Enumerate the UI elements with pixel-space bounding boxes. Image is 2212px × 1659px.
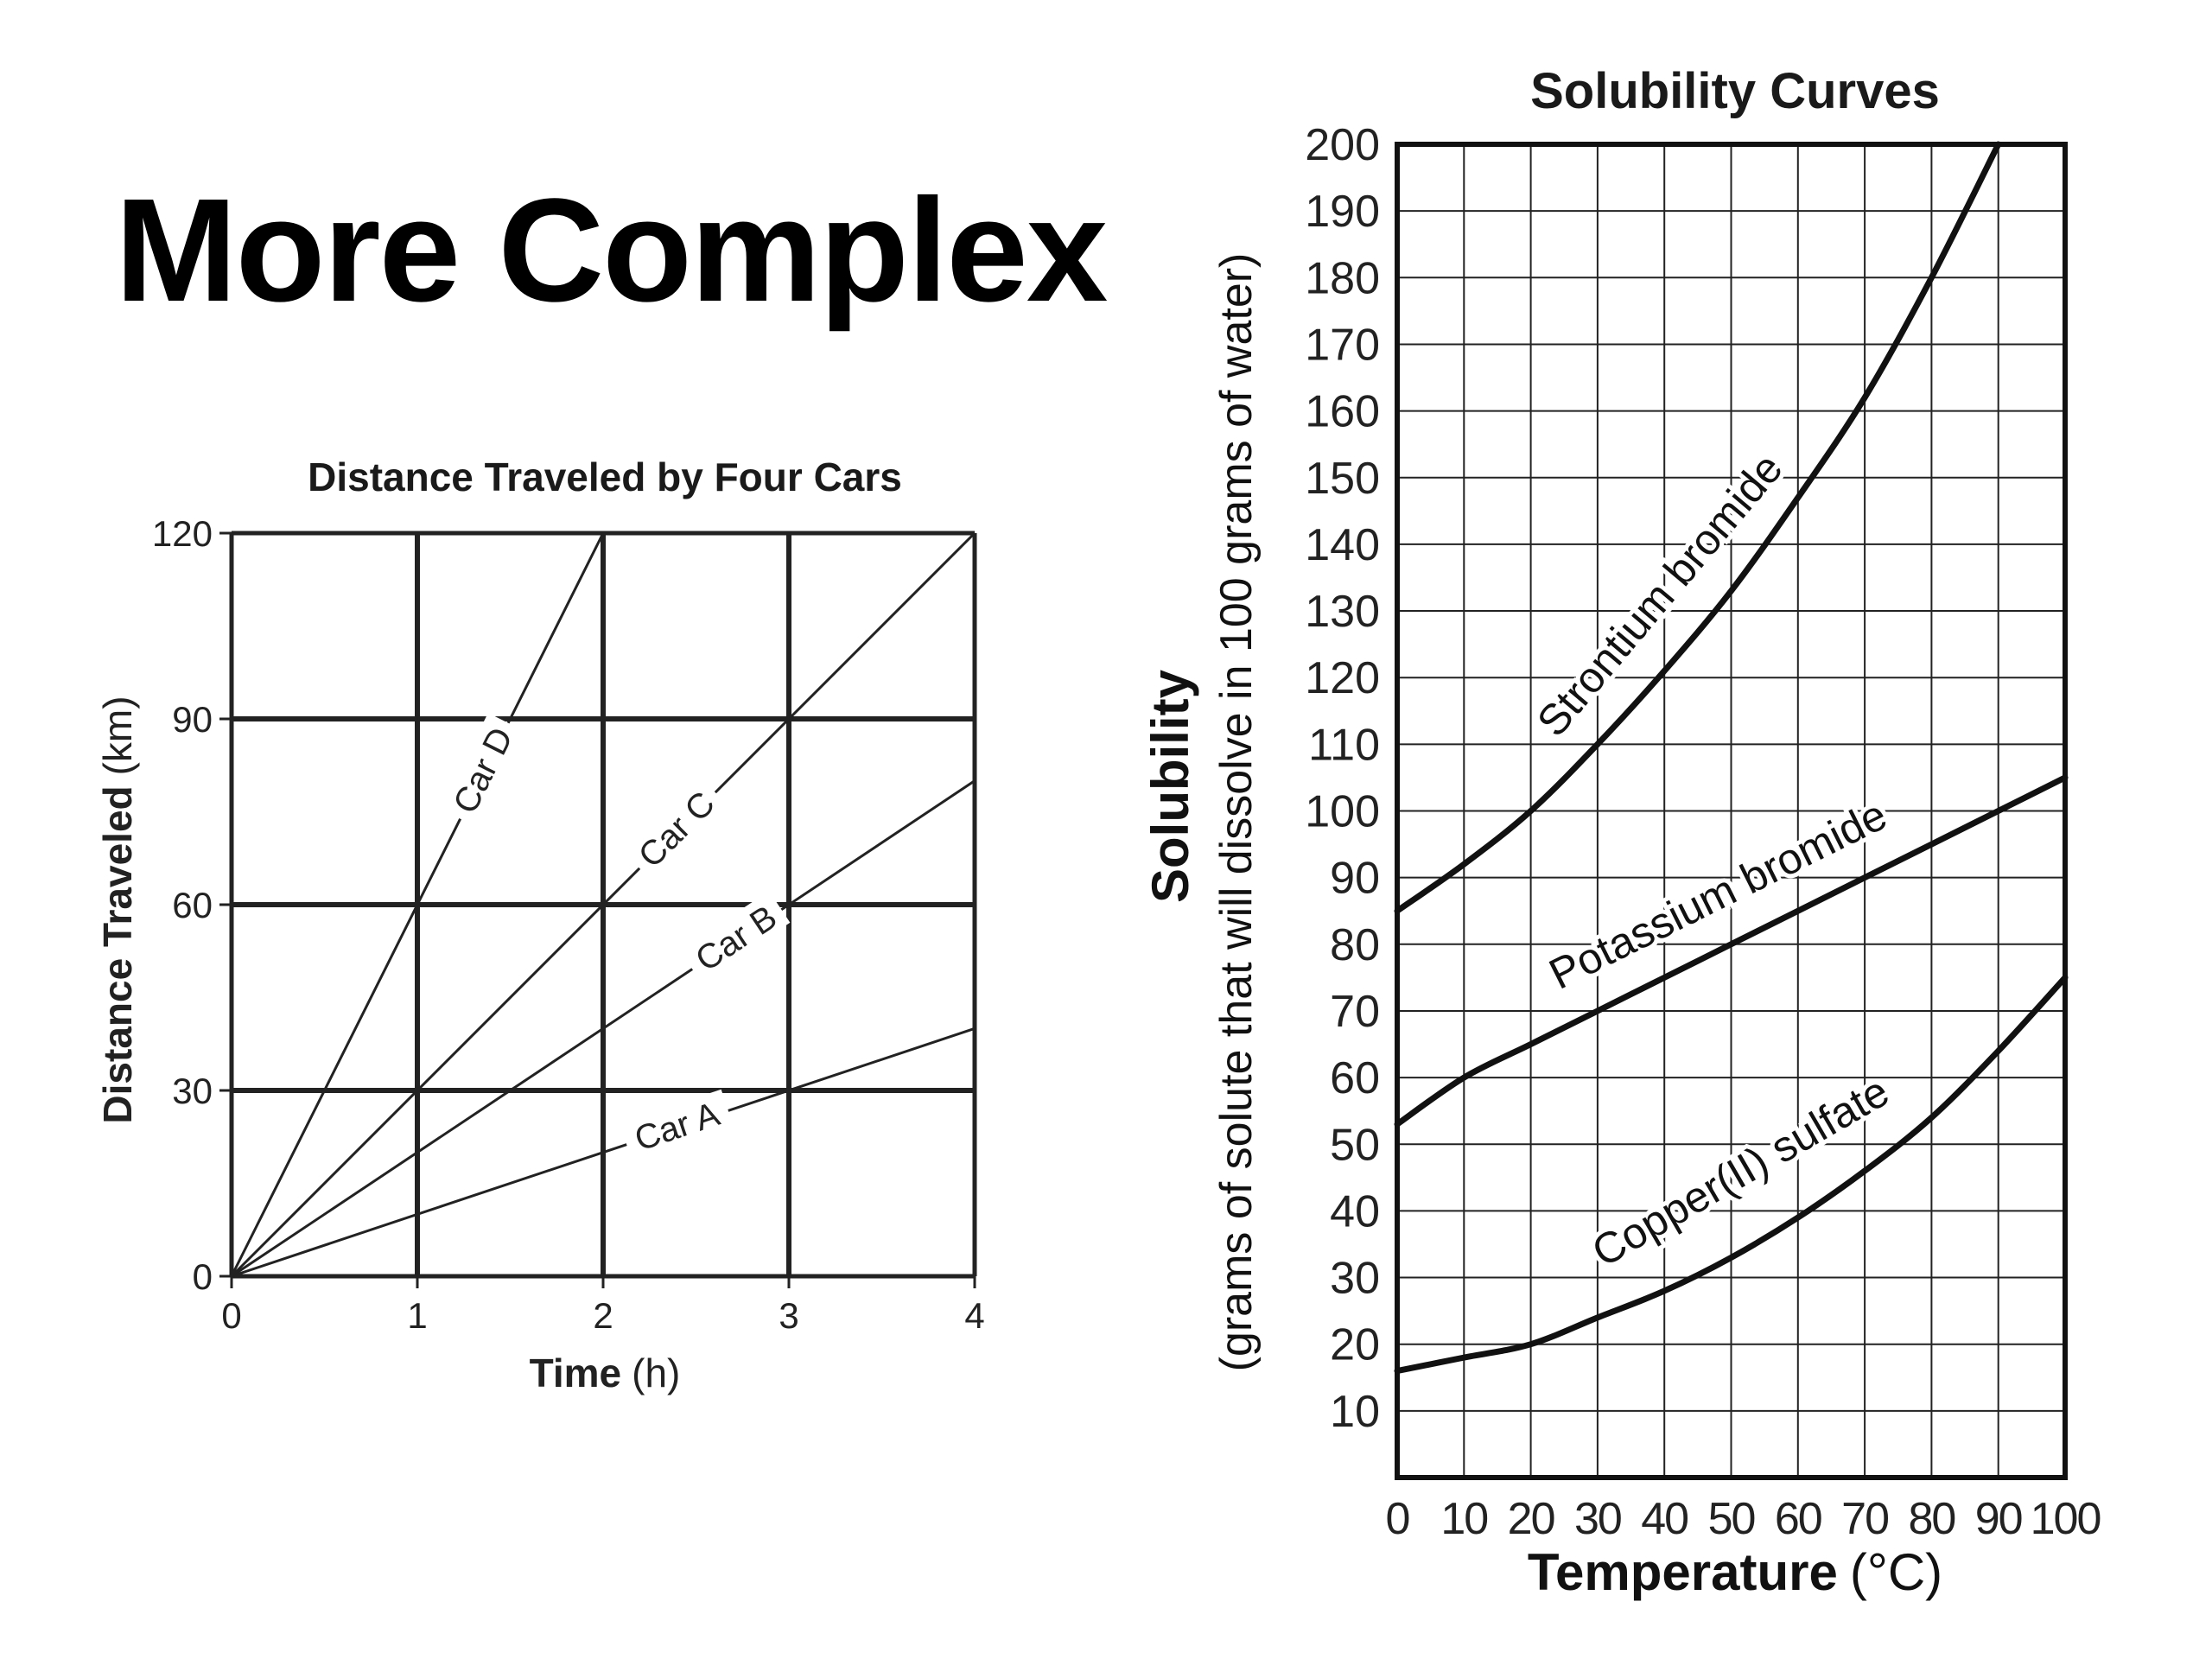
distance-x-tick-label: 4 bbox=[964, 1295, 984, 1336]
solubility-chart-title: Solubility Curves bbox=[1530, 63, 1940, 119]
series-potassium-bromide-curve bbox=[1394, 774, 2069, 1128]
solubility-x-tick-label: 60 bbox=[1775, 1494, 1821, 1544]
solubility-y-tick-label: 10 bbox=[1330, 1387, 1380, 1437]
distance-y-tick-label: 30 bbox=[172, 1071, 213, 1111]
solubility-y-tick-label: 110 bbox=[1308, 720, 1380, 770]
solubility-y-tick-label: 60 bbox=[1330, 1053, 1380, 1103]
solubility-ylabel-bold: Solubility bbox=[1141, 669, 1199, 903]
distance-y-tick-label: 0 bbox=[193, 1256, 213, 1297]
solubility-x-tick-label: 10 bbox=[1440, 1494, 1487, 1544]
distance-x-tick-label: 3 bbox=[779, 1295, 798, 1336]
distance-chart-title: Distance Traveled by Four Cars bbox=[308, 454, 902, 499]
solubility-x-tick-label: 20 bbox=[1508, 1494, 1554, 1544]
solubility-y-tick-label: 130 bbox=[1305, 587, 1380, 637]
distance-xlabel-unit: (h) bbox=[632, 1351, 680, 1395]
solubility-chart-xlabel: Temperature (°C) bbox=[1528, 1543, 1942, 1601]
series-car-b-line bbox=[231, 779, 976, 1278]
series-copper-ii-sulfate-label: Copper(II) sulfate bbox=[1584, 1067, 1897, 1276]
distance-chart-xlabel: Time (h) bbox=[530, 1351, 681, 1395]
series-car-d-line bbox=[230, 532, 605, 1277]
solubility-y-tick-label: 170 bbox=[1305, 320, 1380, 370]
solubility-y-tick-label: 190 bbox=[1305, 187, 1380, 237]
series-copper-ii-sulfate-curve bbox=[1394, 974, 2069, 1375]
solubility-x-tick-label: 70 bbox=[1841, 1494, 1888, 1544]
solubility-y-tick-label: 40 bbox=[1330, 1186, 1380, 1236]
series-car-c-label: Car C bbox=[632, 785, 722, 875]
solubility-y-tick-label: 150 bbox=[1305, 454, 1380, 504]
distance-xlabel-bold: Time bbox=[530, 1351, 622, 1395]
distance-x-tick-label: 2 bbox=[593, 1295, 613, 1336]
solubility-x-tick-label: 40 bbox=[1641, 1494, 1688, 1544]
series-strontium-bromide-curve bbox=[1394, 141, 2002, 914]
solubility-x-tick-label: 80 bbox=[1908, 1494, 1955, 1544]
solubility-y-tick-label: 100 bbox=[1305, 787, 1380, 837]
series-car-d-label-bg bbox=[440, 713, 523, 826]
distance-chart-ylabel: Distance Traveled (km) bbox=[95, 696, 140, 1123]
solubility-y-tick-label: 120 bbox=[1305, 653, 1380, 703]
solubility-y-tick-label: 70 bbox=[1330, 987, 1380, 1037]
solubility-chart-ticks: 0 10 20 30 40 50 60 70 80 90 100102030405060708090… bbox=[1305, 120, 2101, 1544]
solubility-xlabel-bold: Temperature bbox=[1528, 1543, 1838, 1601]
solubility-x-tick-label: 50 bbox=[1708, 1494, 1755, 1544]
distance-x-tick-label: 1 bbox=[407, 1295, 427, 1336]
series-car-a-label-bg bbox=[619, 1089, 734, 1160]
distance-chart: Distance Traveled by Four Cars Car ACar … bbox=[95, 454, 985, 1395]
solubility-y-tick-label: 180 bbox=[1305, 253, 1380, 303]
distance-x-tick-label: 0 bbox=[221, 1295, 241, 1336]
series-car-b-label-bg bbox=[679, 891, 791, 982]
solubility-y-tick-label: 200 bbox=[1305, 120, 1380, 170]
distance-y-tick-label: 90 bbox=[172, 699, 213, 740]
distance-y-tick-label: 120 bbox=[152, 513, 213, 554]
solubility-y-tick-label: 50 bbox=[1330, 1120, 1380, 1170]
solubility-xlabel-unit: (°C) bbox=[1850, 1543, 1942, 1601]
solubility-y-tick-label: 30 bbox=[1330, 1254, 1380, 1304]
solubility-y-tick-label: 20 bbox=[1330, 1320, 1380, 1370]
series-car-d-label: Car D bbox=[446, 721, 520, 819]
solubility-x-tick-label: 30 bbox=[1574, 1494, 1621, 1544]
series-car-b-label: Car B bbox=[690, 899, 784, 979]
series-car-a-line bbox=[231, 1027, 976, 1278]
solubility-plot-frame bbox=[1395, 142, 2068, 1480]
distance-y-tick-label: 60 bbox=[172, 885, 213, 925]
slide-title: More Complex bbox=[115, 168, 1108, 333]
solubility-x-tick-label: 90 bbox=[1975, 1494, 2022, 1544]
distance-ylabel-unit: (km) bbox=[95, 696, 140, 775]
solubility-y-tick-label: 140 bbox=[1305, 520, 1380, 570]
solubility-y-tick-label: 80 bbox=[1330, 920, 1380, 970]
series-strontium-bromide-label: Strontium bromide bbox=[1528, 444, 1792, 746]
series-car-c-line bbox=[230, 531, 976, 1278]
solubility-x-tick-label: 0 bbox=[1386, 1494, 1409, 1544]
series-car-c-label-bg bbox=[623, 776, 727, 880]
solubility-y-tick-label: 160 bbox=[1305, 387, 1380, 437]
solubility-chart: Solubility Curves Strontium bromide Potas… bbox=[1141, 63, 2101, 1601]
solubility-chart-grid bbox=[1395, 142, 2068, 1480]
distance-chart-ticks: 0 1 2 3 4 0 30 60 90 120 bbox=[152, 513, 985, 1336]
solubility-x-tick-label: 100 bbox=[2031, 1494, 2101, 1544]
solubility-ylabel-detail: (grams of solute that will dissolve in 1… bbox=[1211, 253, 1262, 1372]
series-potassium-bromide-label: Potassium bromide bbox=[1541, 791, 1894, 999]
solubility-y-tick-label: 90 bbox=[1330, 854, 1380, 904]
distance-ylabel-bold: Distance Traveled bbox=[95, 785, 140, 1123]
